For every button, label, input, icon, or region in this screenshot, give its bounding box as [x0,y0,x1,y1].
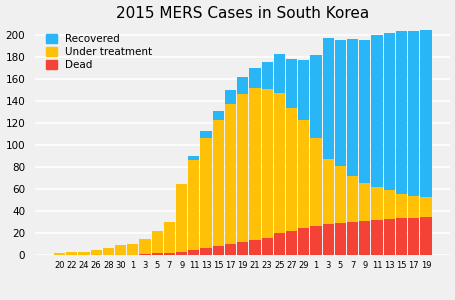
Bar [54,253,65,255]
Bar [359,183,369,221]
Bar [249,240,260,255]
Bar [200,248,211,255]
Bar [285,108,297,231]
Bar [188,156,199,160]
Bar [273,233,284,255]
Bar [298,120,309,228]
Bar [322,38,333,158]
Legend: Recovered, Under treatment, Dead: Recovered, Under treatment, Dead [44,32,154,72]
Bar [359,221,369,255]
Bar [237,77,248,94]
Bar [188,250,199,255]
Bar [249,88,260,240]
Bar [395,218,406,255]
Bar [334,166,345,223]
Bar [407,31,419,196]
Bar [395,31,406,194]
Bar [237,242,248,255]
Bar [176,252,187,255]
Bar [176,184,187,252]
Bar [200,131,211,138]
Bar [346,39,358,176]
Bar [383,219,394,255]
Bar [322,224,333,255]
Bar [273,54,284,93]
Bar [115,245,126,255]
Bar [334,223,345,255]
Bar [334,40,345,166]
Bar [298,60,309,120]
Bar [224,103,236,244]
Bar [322,158,333,224]
Bar [261,238,272,255]
Bar [310,138,321,226]
Bar [310,55,321,138]
Bar [395,194,406,218]
Bar [285,231,297,255]
Bar [152,253,162,255]
Bar [163,253,175,255]
Bar [249,68,260,88]
Bar [261,89,272,238]
Bar [152,231,162,253]
Bar [420,197,430,217]
Bar [224,244,236,255]
Bar [163,222,175,253]
Bar [383,33,394,190]
Bar [420,30,430,197]
Bar [139,254,150,255]
Bar [273,93,284,233]
Bar [102,248,114,255]
Bar [212,246,223,255]
Bar [91,250,101,255]
Bar [212,120,223,246]
Bar [139,239,150,254]
Bar [407,196,419,218]
Bar [66,252,77,255]
Bar [78,252,89,255]
Bar [261,62,272,89]
Bar [224,90,236,104]
Bar [407,218,419,255]
Bar [285,58,297,108]
Bar [420,217,430,255]
Bar [298,228,309,255]
Bar [346,222,358,255]
Bar [346,176,358,222]
Bar [200,138,211,248]
Bar [188,160,199,250]
Bar [359,40,369,183]
Bar [371,220,382,255]
Bar [127,244,138,255]
Bar [310,226,321,255]
Bar [371,35,382,187]
Bar [371,187,382,220]
Bar [237,94,248,242]
Bar [212,111,223,120]
Title: 2015 MERS Cases in South Korea: 2015 MERS Cases in South Korea [116,6,369,21]
Bar [383,190,394,219]
